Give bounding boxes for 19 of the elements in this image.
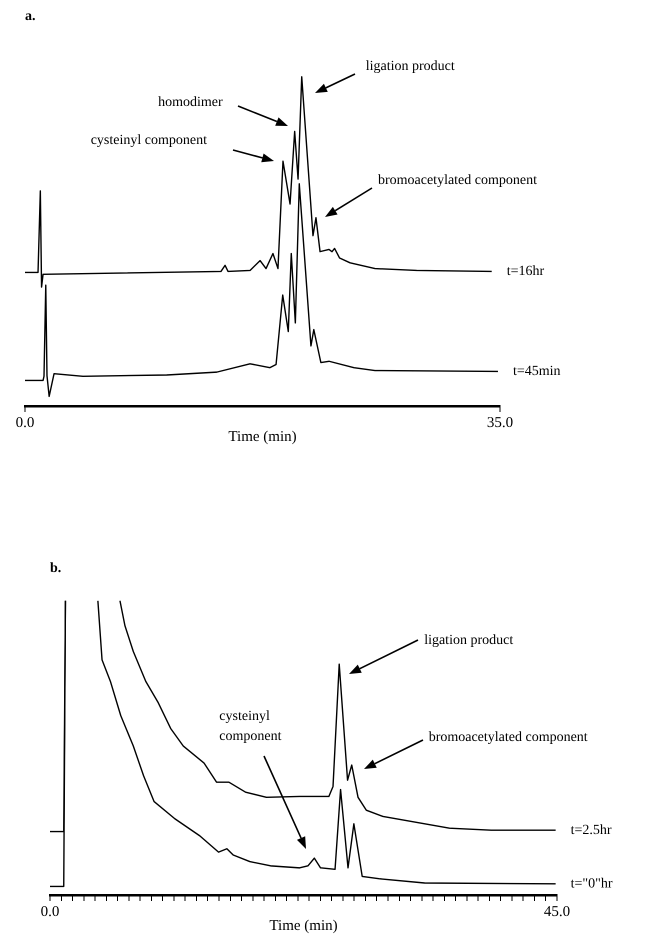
x-tick-label: 0.0 [16,414,34,431]
annotation: cysteinyl component [219,708,282,746]
chart-title: b. [50,561,62,576]
x-tick-label: 45.0 [544,904,570,920]
chart-title: a. [25,9,36,24]
series-label: t="0"hr [570,876,613,892]
annotation: cysteinyl component [90,132,207,150]
x-tick-label: 35.0 [486,414,514,431]
series-label: t=2.5hr [570,822,612,838]
annotation: bromoacetylated component [378,172,537,190]
series-label: t=16hr [506,264,545,280]
x-axis-title: Time (min) [228,428,297,445]
annotation: bromoacetylated component [428,729,588,748]
x-axis-title: Time (min) [269,918,338,934]
annotation: homodimer [158,94,223,112]
annotation: ligation product [424,632,514,650]
x-tick-label: 0.0 [40,904,60,920]
text: ligation product [366,58,455,76]
series-label: t=45min [512,364,561,380]
